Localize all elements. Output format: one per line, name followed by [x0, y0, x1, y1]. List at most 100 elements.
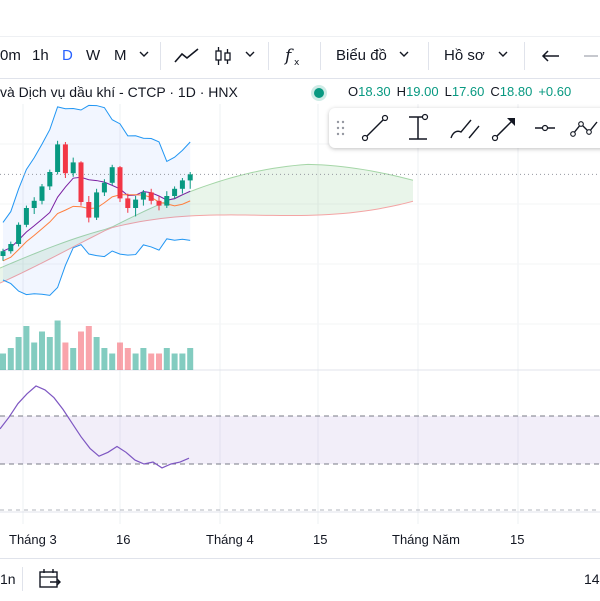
horizontal-line-icon[interactable] — [535, 124, 555, 132]
volume-bar — [23, 326, 30, 370]
volume-bar — [70, 348, 77, 370]
interval-button-1h[interactable]: 1h — [32, 47, 49, 64]
chevron-down-icon[interactable] — [398, 48, 410, 60]
candle-body — [164, 196, 170, 206]
bollinger-upper — [2, 104, 191, 223]
volume-bar — [54, 320, 61, 370]
symbol-legend: và Dịch vụ dầu khí - CTCP · 1D · HNX O18… — [0, 82, 600, 104]
toolbar-separator — [524, 42, 525, 70]
volume-bar — [78, 331, 84, 370]
candle-chart-icon[interactable] — [212, 44, 234, 68]
toolbar-separator — [268, 42, 269, 70]
volume-bar — [187, 348, 194, 370]
profile-button[interactable]: Hồ sơ — [444, 47, 485, 64]
candle-body — [8, 244, 14, 252]
ohlc-key: H — [396, 84, 407, 99]
candle-body — [62, 144, 68, 174]
candle-body — [117, 167, 123, 199]
candle-body — [109, 167, 115, 183]
x-axis-label: Tháng 3 — [9, 532, 57, 547]
toolbar-separator — [428, 42, 429, 70]
market-status-dot — [314, 88, 324, 98]
ohlc-value: 17.60 — [451, 84, 485, 99]
drag-handle-icon[interactable] — [336, 120, 345, 136]
path-tool-icon[interactable] — [570, 121, 598, 137]
volume-bar — [148, 353, 155, 370]
chevron-down-icon[interactable] — [244, 48, 256, 60]
ohlc-value: 18.30 — [358, 84, 391, 99]
chart-type-button[interactable]: Biểu đồ — [336, 47, 387, 64]
range-button[interactable]: 1n — [0, 571, 16, 587]
candle-body — [0, 251, 6, 256]
candle-body — [156, 200, 162, 206]
time-readout: 14 — [584, 571, 600, 587]
volume-bar — [140, 348, 147, 370]
ohlc-key: C — [490, 84, 500, 99]
candle-body — [148, 192, 154, 201]
ohlc-key: L — [444, 84, 452, 99]
volume-bar — [46, 337, 53, 370]
candle-body — [125, 198, 131, 208]
volume-bar — [15, 337, 22, 370]
interval-button-w[interactable]: W — [86, 47, 101, 64]
interval-button-d[interactable]: D — [62, 47, 73, 64]
volume-bar — [117, 342, 123, 370]
interval-button-0m[interactable]: 0m — [0, 47, 21, 64]
volume-bar — [93, 337, 100, 370]
candle-body — [39, 186, 45, 201]
senkou-span-b — [0, 200, 414, 284]
calendar-goto-icon[interactable] — [38, 568, 62, 590]
candle-body — [172, 188, 178, 196]
candle-body — [94, 192, 100, 218]
volume-bar — [39, 331, 45, 370]
trend-line-icon[interactable] — [361, 114, 389, 142]
redo-icon[interactable] — [584, 46, 600, 66]
candle-body — [179, 180, 185, 189]
drawing-toolbar — [329, 108, 600, 148]
volume-bar — [62, 342, 69, 370]
line-chart-icon[interactable] — [172, 44, 202, 68]
candle-body — [86, 202, 92, 218]
toolbar-separator — [160, 42, 161, 70]
x-axis-label: Tháng Năm — [392, 532, 460, 547]
bottom-toolbar: 1n 14 — [0, 558, 600, 601]
x-axis-label: 16 — [116, 532, 131, 547]
candle-body — [31, 200, 37, 208]
arrow-tool-icon[interactable] — [491, 118, 516, 142]
toolbar-separator — [22, 567, 23, 591]
text-cursor-icon[interactable] — [409, 113, 429, 140]
candle-body — [47, 172, 53, 187]
header-strip — [0, 0, 600, 37]
ohlc-value: 18.80 — [499, 84, 533, 99]
ohlc-value: 19.00 — [406, 84, 439, 99]
volume-bar — [156, 353, 162, 370]
interval-button-m[interactable]: M — [114, 47, 127, 64]
top-toolbar — [0, 0, 600, 79]
brush-icon[interactable] — [450, 119, 480, 139]
chevron-down-icon[interactable] — [497, 48, 509, 60]
rsi-line — [0, 385, 190, 469]
volume-bar — [0, 353, 6, 370]
candle-body — [187, 174, 193, 181]
volume-bar — [101, 348, 108, 370]
price-chart[interactable] — [0, 104, 600, 558]
volume-bar — [31, 342, 38, 370]
chart-pane[interactable] — [0, 104, 600, 558]
volume-bar — [132, 353, 139, 370]
symbol-title[interactable]: và Dịch vụ dầu khí - CTCP · 1D · HNX — [0, 84, 238, 100]
senkou-span-a — [0, 163, 414, 269]
candle-body — [140, 192, 146, 200]
candle-body — [101, 182, 107, 193]
undo-icon[interactable] — [540, 46, 562, 66]
x-axis-label: Tháng 4 — [206, 532, 254, 547]
chevron-down-icon[interactable] — [138, 48, 150, 60]
volume-bar — [124, 348, 131, 370]
rsi-band — [0, 416, 600, 464]
candle-body — [78, 162, 84, 202]
candle-body — [70, 162, 76, 174]
bollinger-lower — [2, 238, 191, 296]
volume-bar — [163, 348, 170, 370]
volume-bar — [179, 353, 186, 370]
candle-body — [16, 224, 22, 244]
